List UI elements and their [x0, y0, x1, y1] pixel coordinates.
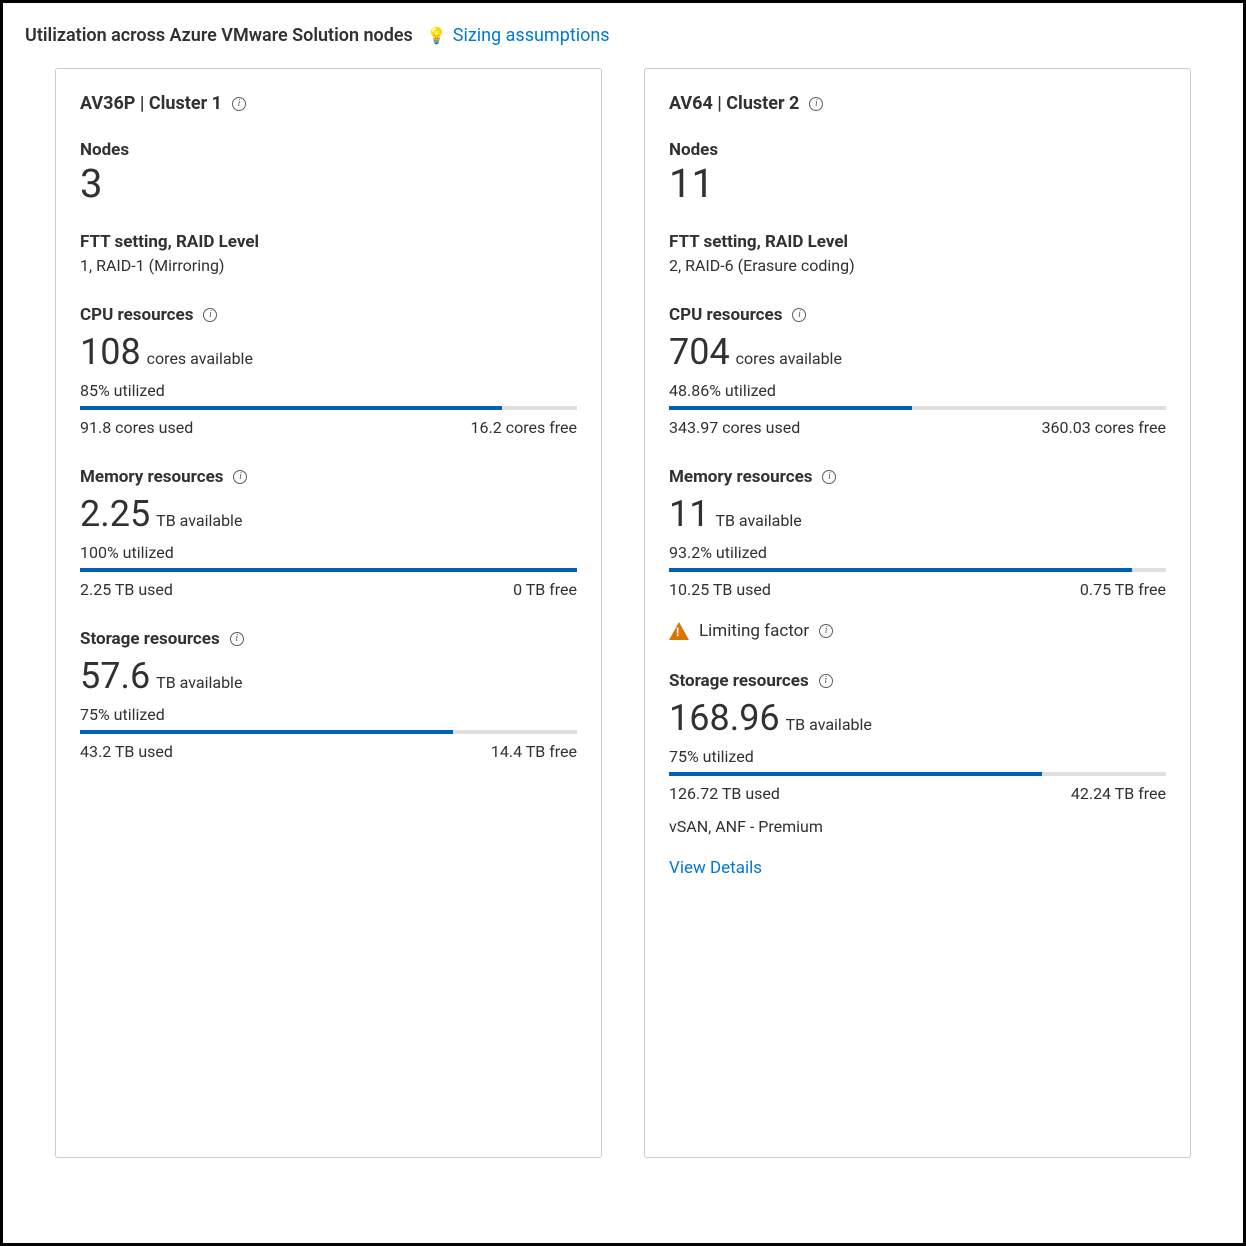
- cpu-available-unit: cores available: [147, 349, 253, 368]
- memory-block: Memory resources i 2.25 TB available 100…: [80, 467, 577, 599]
- storage-available-value: 168.96: [669, 697, 780, 739]
- memory-title: Memory resources: [80, 467, 223, 487]
- storage-bar-fill: [669, 772, 1042, 776]
- storage-free-text: 42.24 TB free: [1071, 784, 1166, 803]
- cpu-block: CPU resources i 108 cores available 85% …: [80, 305, 577, 437]
- info-icon[interactable]: i: [809, 97, 823, 111]
- info-icon[interactable]: i: [819, 674, 833, 688]
- storage-bar-fill: [80, 730, 453, 734]
- warning-icon: [669, 622, 689, 640]
- memory-available-unit: TB available: [715, 511, 801, 530]
- storage-title: Storage resources: [669, 671, 809, 691]
- memory-bar-fill: [80, 568, 577, 572]
- cpu-title: CPU resources: [669, 305, 782, 325]
- storage-available-unit: TB available: [156, 673, 242, 692]
- storage-available-unit: TB available: [786, 715, 872, 734]
- nodes-block: Nodes 3: [80, 140, 577, 206]
- ftt-block: FTT setting, RAID Level 1, RAID-1 (Mirro…: [80, 232, 577, 275]
- memory-used-text: 10.25 TB used: [669, 580, 771, 599]
- storage-utilized-text: 75% utilized: [669, 747, 1166, 766]
- memory-available-value: 11: [669, 493, 709, 535]
- cluster-card-1: AV36P | Cluster 1 i Nodes 3 FTT setting,…: [55, 68, 602, 1158]
- info-icon[interactable]: i: [233, 470, 247, 484]
- panel-header: Utilization across Azure VMware Solution…: [25, 25, 1221, 46]
- nodes-value: 11: [669, 162, 1166, 206]
- info-icon[interactable]: i: [230, 632, 244, 646]
- storage-used-text: 43.2 TB used: [80, 742, 173, 761]
- nodes-label: Nodes: [669, 140, 1166, 160]
- utilization-panel: Utilization across Azure VMware Solution…: [0, 0, 1246, 1246]
- storage-bar: [80, 730, 577, 734]
- ftt-label: FTT setting, RAID Level: [80, 232, 577, 252]
- cpu-bar-fill: [669, 406, 912, 410]
- info-icon[interactable]: i: [822, 470, 836, 484]
- info-icon[interactable]: i: [203, 308, 217, 322]
- ftt-block: FTT setting, RAID Level 2, RAID-6 (Erasu…: [669, 232, 1166, 275]
- memory-free-text: 0.75 TB free: [1080, 580, 1166, 599]
- limiting-factor-label: Limiting factor: [699, 621, 809, 641]
- panel-title: Utilization across Azure VMware Solution…: [25, 25, 413, 46]
- cpu-available-value: 704: [669, 331, 730, 373]
- cpu-bar: [669, 406, 1166, 410]
- ftt-value: 2, RAID-6 (Erasure coding): [669, 256, 1166, 275]
- cpu-used-text: 91.8 cores used: [80, 418, 193, 437]
- storage-used-text: 126.72 TB used: [669, 784, 780, 803]
- cpu-bar: [80, 406, 577, 410]
- cpu-title: CPU resources: [80, 305, 193, 325]
- storage-title: Storage resources: [80, 629, 220, 649]
- nodes-value: 3: [80, 162, 577, 206]
- info-icon[interactable]: i: [232, 97, 246, 111]
- cluster-cards: AV36P | Cluster 1 i Nodes 3 FTT setting,…: [25, 68, 1221, 1158]
- info-icon[interactable]: i: [819, 624, 833, 638]
- cpu-free-text: 16.2 cores free: [471, 418, 577, 437]
- cpu-available-value: 108: [80, 331, 141, 373]
- memory-available-unit: TB available: [156, 511, 242, 530]
- nodes-block: Nodes 11: [669, 140, 1166, 206]
- limiting-factor-row: Limiting factor i: [669, 621, 1166, 641]
- storage-bar: [669, 772, 1166, 776]
- cluster-card-2: AV64 | Cluster 2 i Nodes 11 FTT setting,…: [644, 68, 1191, 1158]
- view-details-link[interactable]: View Details: [669, 858, 762, 878]
- memory-utilized-text: 100% utilized: [80, 543, 577, 562]
- cpu-bar-fill: [80, 406, 502, 410]
- storage-utilized-text: 75% utilized: [80, 705, 577, 724]
- cpu-utilized-text: 85% utilized: [80, 381, 577, 400]
- memory-used-text: 2.25 TB used: [80, 580, 173, 599]
- storage-note: vSAN, ANF - Premium: [669, 817, 1166, 836]
- cpu-used-text: 343.97 cores used: [669, 418, 800, 437]
- memory-title: Memory resources: [669, 467, 812, 487]
- nodes-label: Nodes: [80, 140, 577, 160]
- bulb-icon: 💡: [427, 26, 447, 45]
- memory-bar-fill: [669, 568, 1132, 572]
- sizing-assumptions-link[interactable]: Sizing assumptions: [453, 25, 610, 46]
- memory-utilized-text: 93.2% utilized: [669, 543, 1166, 562]
- memory-available-value: 2.25: [80, 493, 150, 535]
- cpu-utilized-text: 48.86% utilized: [669, 381, 1166, 400]
- storage-block: Storage resources i 57.6 TB available 75…: [80, 629, 577, 761]
- memory-bar: [669, 568, 1166, 572]
- cluster-title: AV36P | Cluster 1: [80, 93, 222, 114]
- info-icon[interactable]: i: [792, 308, 806, 322]
- ftt-label: FTT setting, RAID Level: [669, 232, 1166, 252]
- cpu-available-unit: cores available: [736, 349, 842, 368]
- cpu-block: CPU resources i 704 cores available 48.8…: [669, 305, 1166, 437]
- cluster-title: AV64 | Cluster 2: [669, 93, 799, 114]
- memory-free-text: 0 TB free: [513, 580, 577, 599]
- memory-bar: [80, 568, 577, 572]
- ftt-value: 1, RAID-1 (Mirroring): [80, 256, 577, 275]
- storage-block: Storage resources i 168.96 TB available …: [669, 671, 1166, 878]
- memory-block: Memory resources i 11 TB available 93.2%…: [669, 467, 1166, 599]
- cpu-free-text: 360.03 cores free: [1042, 418, 1166, 437]
- storage-available-value: 57.6: [80, 655, 150, 697]
- storage-free-text: 14.4 TB free: [491, 742, 577, 761]
